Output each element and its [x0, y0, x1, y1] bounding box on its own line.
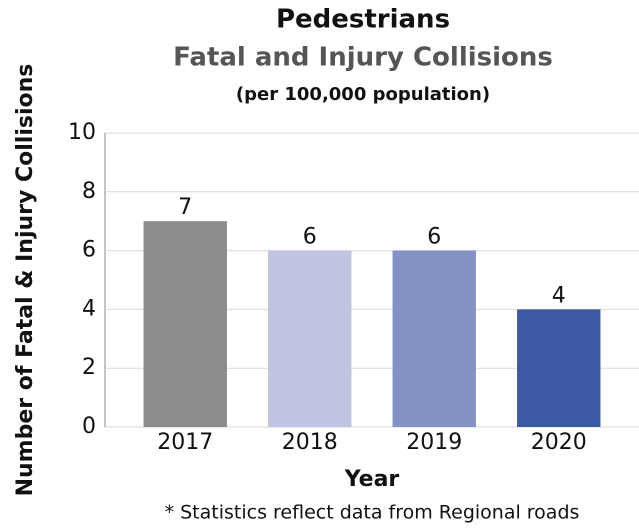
y-tick-label: 6 — [82, 238, 96, 263]
y-axis-label: Number of Fatal & Injury Collisions — [13, 64, 38, 497]
x-tick-label: 2019 — [406, 430, 462, 455]
y-tick-label: 4 — [82, 296, 96, 321]
footnote: * Statistics reflect data from Regional … — [165, 502, 580, 524]
x-tick-label: 2020 — [531, 430, 587, 455]
bar — [517, 309, 601, 427]
bar — [143, 221, 227, 427]
chart-title: Pedestrians — [276, 5, 450, 35]
data-label: 6 — [427, 225, 441, 250]
chart-note: (per 100,000 population) — [236, 84, 490, 105]
y-tick-label: 8 — [82, 179, 96, 204]
x-tick-label: 2018 — [282, 430, 338, 455]
y-tick-label: 0 — [82, 414, 96, 439]
chart-subtitle: Fatal and Injury Collisions — [173, 43, 553, 73]
y-tick-label: 2 — [82, 355, 96, 380]
data-label: 4 — [552, 283, 566, 308]
data-label: 6 — [303, 225, 317, 250]
bar — [268, 250, 352, 427]
data-label: 7 — [178, 195, 192, 220]
bar — [392, 250, 476, 427]
x-tick-label: 2017 — [157, 430, 213, 455]
y-tick-label: 10 — [68, 120, 96, 145]
x-axis-label: Year — [344, 467, 400, 492]
